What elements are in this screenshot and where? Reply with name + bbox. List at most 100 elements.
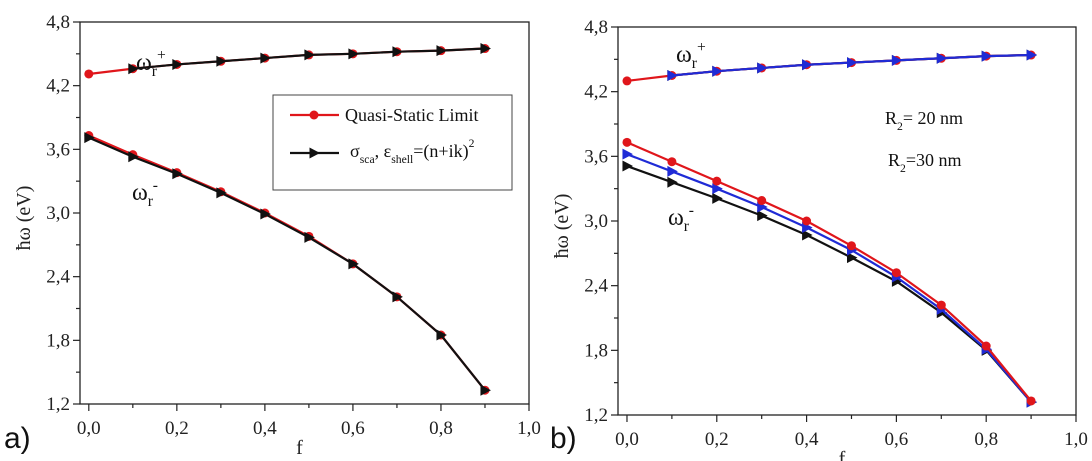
panel-label: b) [550, 422, 577, 455]
annotation-omega-part: - [689, 202, 694, 219]
data-point [846, 57, 858, 69]
annotation-omega: ωr+ [136, 47, 166, 80]
annotation-omega-part: r [148, 193, 154, 210]
legend-label-part: σ [350, 141, 360, 161]
data-point [622, 160, 633, 172]
data-point [622, 148, 633, 160]
x-tick-label: 0,6 [341, 418, 365, 439]
y-tick-label: 3,6 [46, 139, 70, 160]
y-tick-label: 1,8 [584, 340, 608, 361]
data-point [128, 151, 139, 163]
data-point [802, 59, 813, 71]
data-point [480, 384, 491, 396]
x-tick-label: 1,0 [1064, 429, 1088, 450]
annotation-omega-part: ω [132, 180, 148, 206]
y-tick-label: 4,8 [46, 12, 70, 33]
data-point [216, 55, 227, 67]
data-point [757, 210, 768, 222]
annotation-omega: ωr- [132, 177, 158, 210]
data-point [309, 147, 320, 159]
data-point [309, 110, 319, 120]
annotation-omega: ωr+ [676, 39, 706, 72]
annotation-omega-part: ω [136, 50, 152, 76]
y-tick-label: 2,4 [46, 267, 70, 288]
series-triangle-plus [667, 49, 1038, 81]
series-line [88, 136, 486, 391]
data-point [304, 231, 315, 243]
data-point [392, 46, 403, 58]
data-point [436, 329, 447, 341]
x-tick-label: 0,2 [165, 418, 189, 439]
annotation-omega: ωr- [668, 202, 694, 235]
data-point [304, 49, 315, 61]
data-point [84, 69, 94, 79]
data-point [712, 176, 722, 186]
annotation-omega-part: - [153, 177, 158, 194]
legend-label-part: =(n+ik) [413, 141, 468, 162]
y-tick-label: 3,0 [46, 203, 70, 224]
data-point [348, 48, 359, 60]
chart-panel-a: 0,0 0,2 0,4 0,6 0,8 1,0 1,2 1,8 2,4 3,0 3,6 4,2 4,8 f… [4, 12, 541, 459]
legend-item: σsca, εshell=(n+ik)2 [290, 137, 475, 166]
data-point [802, 216, 812, 226]
y-axis-label: ħω (eV) [13, 186, 35, 251]
data-point [757, 196, 767, 206]
x-tick-label: 0,6 [885, 429, 909, 450]
plot-frame [79, 21, 530, 405]
legend-label: σsca, εshell=(n+ik)2 [350, 137, 475, 166]
data-point [622, 76, 632, 86]
data-point [981, 341, 991, 351]
x-axis-label: f [296, 437, 303, 459]
data-point [436, 45, 447, 57]
annotation-radius-part: R [888, 150, 900, 170]
data-point [622, 137, 632, 147]
series-line [626, 141, 1032, 402]
annotation-omega-part: r [152, 63, 158, 80]
data-point [936, 300, 946, 310]
data-point [1026, 49, 1038, 61]
y-tick-label: 1,2 [46, 394, 70, 415]
annotation-omega-part: r [684, 218, 690, 235]
data-point [667, 157, 677, 167]
y-tick-label: 1,8 [46, 330, 70, 351]
legend-label: Quasi-Static Limit [345, 105, 478, 125]
annotation-radius: R2= 20 nm [885, 108, 963, 133]
data-point [891, 268, 901, 278]
data-point [667, 165, 678, 177]
data-point [846, 252, 858, 264]
series-triangle-minus [622, 160, 1038, 408]
legend-frame [272, 94, 513, 191]
panel-label: a) [4, 422, 31, 455]
data-point [846, 241, 856, 251]
data-point [84, 132, 95, 144]
legend-label-part: 2 [469, 137, 475, 150]
data-point [172, 58, 183, 70]
data-point [348, 258, 359, 270]
x-tick-label: 0,8 [974, 429, 998, 450]
series-line [626, 164, 1032, 403]
series-line [626, 153, 1032, 403]
data-point [128, 63, 139, 75]
data-point [260, 208, 271, 220]
y-tick-label: 3,6 [584, 146, 608, 167]
series-circle-minus [622, 137, 1036, 406]
data-point [757, 62, 768, 74]
annotation-radius-part: 2 [897, 120, 903, 133]
data-point [1026, 396, 1036, 406]
annotation-radius-part: =30 nm [906, 150, 962, 170]
x-tick-label: 0,4 [253, 418, 277, 439]
data-point [936, 52, 948, 64]
series-triangle-plus [128, 43, 491, 75]
data-point [712, 183, 723, 195]
y-tick-label: 3,0 [584, 211, 608, 232]
data-point [392, 291, 403, 303]
y-tick-label: 1,2 [584, 405, 608, 426]
annotation-radius-part: R [885, 108, 897, 128]
y-axis-label: ħω (eV) [551, 194, 573, 259]
data-point [667, 70, 678, 81]
legend-label-part: shell [391, 153, 414, 166]
y-tick-label: 2,4 [584, 276, 608, 297]
legend: Quasi-Static Limit σsca, εshell=(n+ik)2 [272, 94, 513, 191]
data-point [216, 187, 227, 199]
